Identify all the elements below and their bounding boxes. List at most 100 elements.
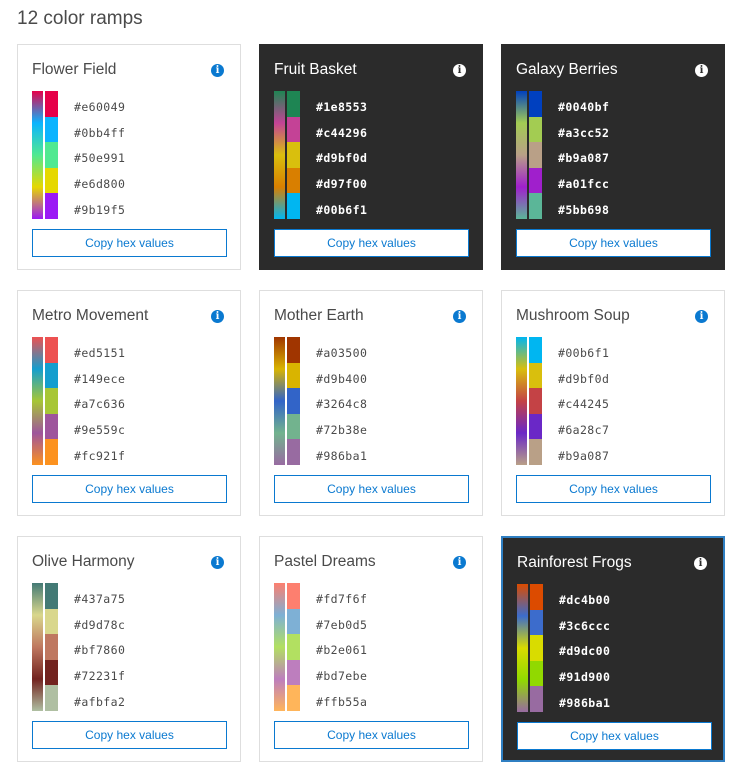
color-ramp-swatch <box>274 337 300 465</box>
ramp-gradient <box>274 91 285 219</box>
copy-hex-values-button[interactable]: Copy hex values <box>516 475 711 503</box>
ramp-title: Olive Harmony <box>32 553 135 570</box>
ramp-title: Pastel Dreams <box>274 553 376 570</box>
ramp-step <box>529 167 542 194</box>
ramp-gradient <box>274 337 285 465</box>
ramp-step <box>529 116 542 143</box>
ramp-step <box>287 659 300 686</box>
info-icon[interactable]: i <box>211 64 224 77</box>
ramp-step <box>45 413 58 440</box>
copy-hex-values-button[interactable]: Copy hex values <box>274 475 469 503</box>
ramp-step <box>45 388 58 414</box>
copy-hex-values-button[interactable]: Copy hex values <box>516 229 711 257</box>
hex-value: #d97f00 <box>316 177 368 192</box>
copy-hex-values-button[interactable]: Copy hex values <box>274 721 469 749</box>
ramp-step <box>287 116 300 143</box>
ramp-step <box>287 634 300 660</box>
ramp-step <box>287 439 300 465</box>
info-icon[interactable]: i <box>695 64 708 77</box>
ramp-card-fruit-basket: Fruit Basket i #1e8553 #c44296 #d9bf0d #d97… <box>259 44 483 270</box>
hex-value: #149ece <box>74 371 126 386</box>
hex-value: #3c6ccc <box>559 618 611 633</box>
ramp-step <box>529 193 542 219</box>
ramp-steps <box>45 91 58 219</box>
color-ramp-swatch <box>32 91 58 219</box>
copy-hex-values-button[interactable]: Copy hex values <box>32 475 227 503</box>
ramp-step <box>287 193 300 219</box>
hex-value: #bf7860 <box>74 643 126 658</box>
hex-value: #c44245 <box>558 397 610 412</box>
ramp-step <box>529 91 542 117</box>
hex-value: #9e559c <box>74 423 126 438</box>
info-icon[interactable]: i <box>453 556 466 569</box>
hex-value: #b2e061 <box>316 643 368 658</box>
hex-value: #ffb55a <box>316 694 368 709</box>
hex-list: #fd7f6f #7eb0d5 #b2e061 #bd7ebe #ffb55a <box>316 587 367 715</box>
ramp-card-rainforest-frogs: Rainforest Frogs i #dc4b00 #3c6ccc #d9dc00… <box>501 536 725 762</box>
hex-value: #7eb0d5 <box>316 617 368 632</box>
hex-value: #72b38e <box>316 423 368 438</box>
page-title: 12 color ramps <box>17 8 143 29</box>
hex-value: #a01fcc <box>558 177 610 192</box>
ramp-title: Galaxy Berries <box>516 61 618 78</box>
ramp-card-pastel-dreams: Pastel Dreams i #fd7f6f #7eb0d5 #b2e061 #bd… <box>259 536 483 762</box>
ramp-title: Metro Movement <box>32 307 149 324</box>
hex-value: #0bb4ff <box>74 125 126 140</box>
hex-value: #3264c8 <box>316 397 368 412</box>
ramp-card-mushroom-soup: Mushroom Soup i #00b6f1 #d9bf0d #c44245 #6a… <box>501 290 725 516</box>
info-icon[interactable]: i <box>695 310 708 323</box>
hex-list: #dc4b00 #3c6ccc #d9dc00 #91d900 #986ba1 <box>559 588 610 716</box>
ramp-step <box>45 583 58 609</box>
hex-value: #00b6f1 <box>558 346 610 360</box>
hex-value: #d9d78c <box>74 617 126 632</box>
hex-list: #1e8553 #c44296 #d9bf0d #d97f00 #00b6f1 <box>316 95 367 223</box>
ramp-gradient <box>516 91 527 219</box>
ramp-card-olive-harmony: Olive Harmony i #437a75 #d9d78c #bf7860 #72… <box>17 536 241 762</box>
hex-value: #72231f <box>74 669 126 684</box>
hex-value: #91d900 <box>559 670 611 685</box>
ramp-step <box>287 413 300 440</box>
info-icon[interactable]: i <box>211 310 224 323</box>
ramp-step <box>45 116 58 143</box>
hex-value: #d9bf0d <box>558 371 610 386</box>
info-icon[interactable]: i <box>453 64 466 77</box>
hex-value: #6a28c7 <box>558 423 610 438</box>
hex-value: #b9a087 <box>558 448 610 463</box>
hex-list: #00b6f1 #d9bf0d #c44245 #6a28c7 #b9a087 <box>558 341 609 469</box>
color-ramp-swatch <box>516 91 542 219</box>
ramp-card-mother-earth: Mother Earth i #a03500 #d9b400 #3264c8 #72b… <box>259 290 483 516</box>
copy-hex-values-button[interactable]: Copy hex values <box>274 229 469 257</box>
ramp-step <box>45 337 58 363</box>
ramp-step <box>45 362 58 389</box>
copy-hex-values-button[interactable]: Copy hex values <box>32 229 227 257</box>
copy-hex-values-button[interactable]: Copy hex values <box>517 722 712 750</box>
ramp-step <box>287 91 300 117</box>
ramp-step <box>45 142 58 168</box>
ramp-card-galaxy-berries: Galaxy Berries i #0040bf #a3cc52 #b9a087 #a… <box>501 44 725 270</box>
copy-hex-values-button[interactable]: Copy hex values <box>32 721 227 749</box>
info-icon[interactable]: i <box>694 557 707 570</box>
ramp-steps <box>45 583 58 711</box>
ramp-step <box>287 388 300 414</box>
hex-value: #9b19f5 <box>74 202 126 217</box>
hex-value: #a03500 <box>316 346 368 360</box>
ramp-title: Flower Field <box>32 61 117 78</box>
ramp-step <box>530 660 543 687</box>
hex-value: #afbfa2 <box>74 694 126 709</box>
ramp-step <box>530 686 543 712</box>
ramp-title: Fruit Basket <box>274 61 357 78</box>
hex-value: #1e8553 <box>316 100 368 114</box>
ramp-step <box>45 167 58 194</box>
info-icon[interactable]: i <box>453 310 466 323</box>
ramp-title: Mother Earth <box>274 307 364 324</box>
color-ramp-swatch <box>516 337 542 465</box>
ramp-gradient <box>517 584 528 712</box>
hex-value: #ed5151 <box>74 346 126 360</box>
info-icon[interactable]: i <box>211 556 224 569</box>
hex-list: #ed5151 #149ece #a7c636 #9e559c #fc921f <box>74 341 125 469</box>
hex-value: #986ba1 <box>316 448 368 463</box>
hex-value: #a7c636 <box>74 397 126 412</box>
ramp-gradient <box>32 337 43 465</box>
ramp-gradient <box>32 91 43 219</box>
hex-value: #5bb698 <box>558 202 610 217</box>
